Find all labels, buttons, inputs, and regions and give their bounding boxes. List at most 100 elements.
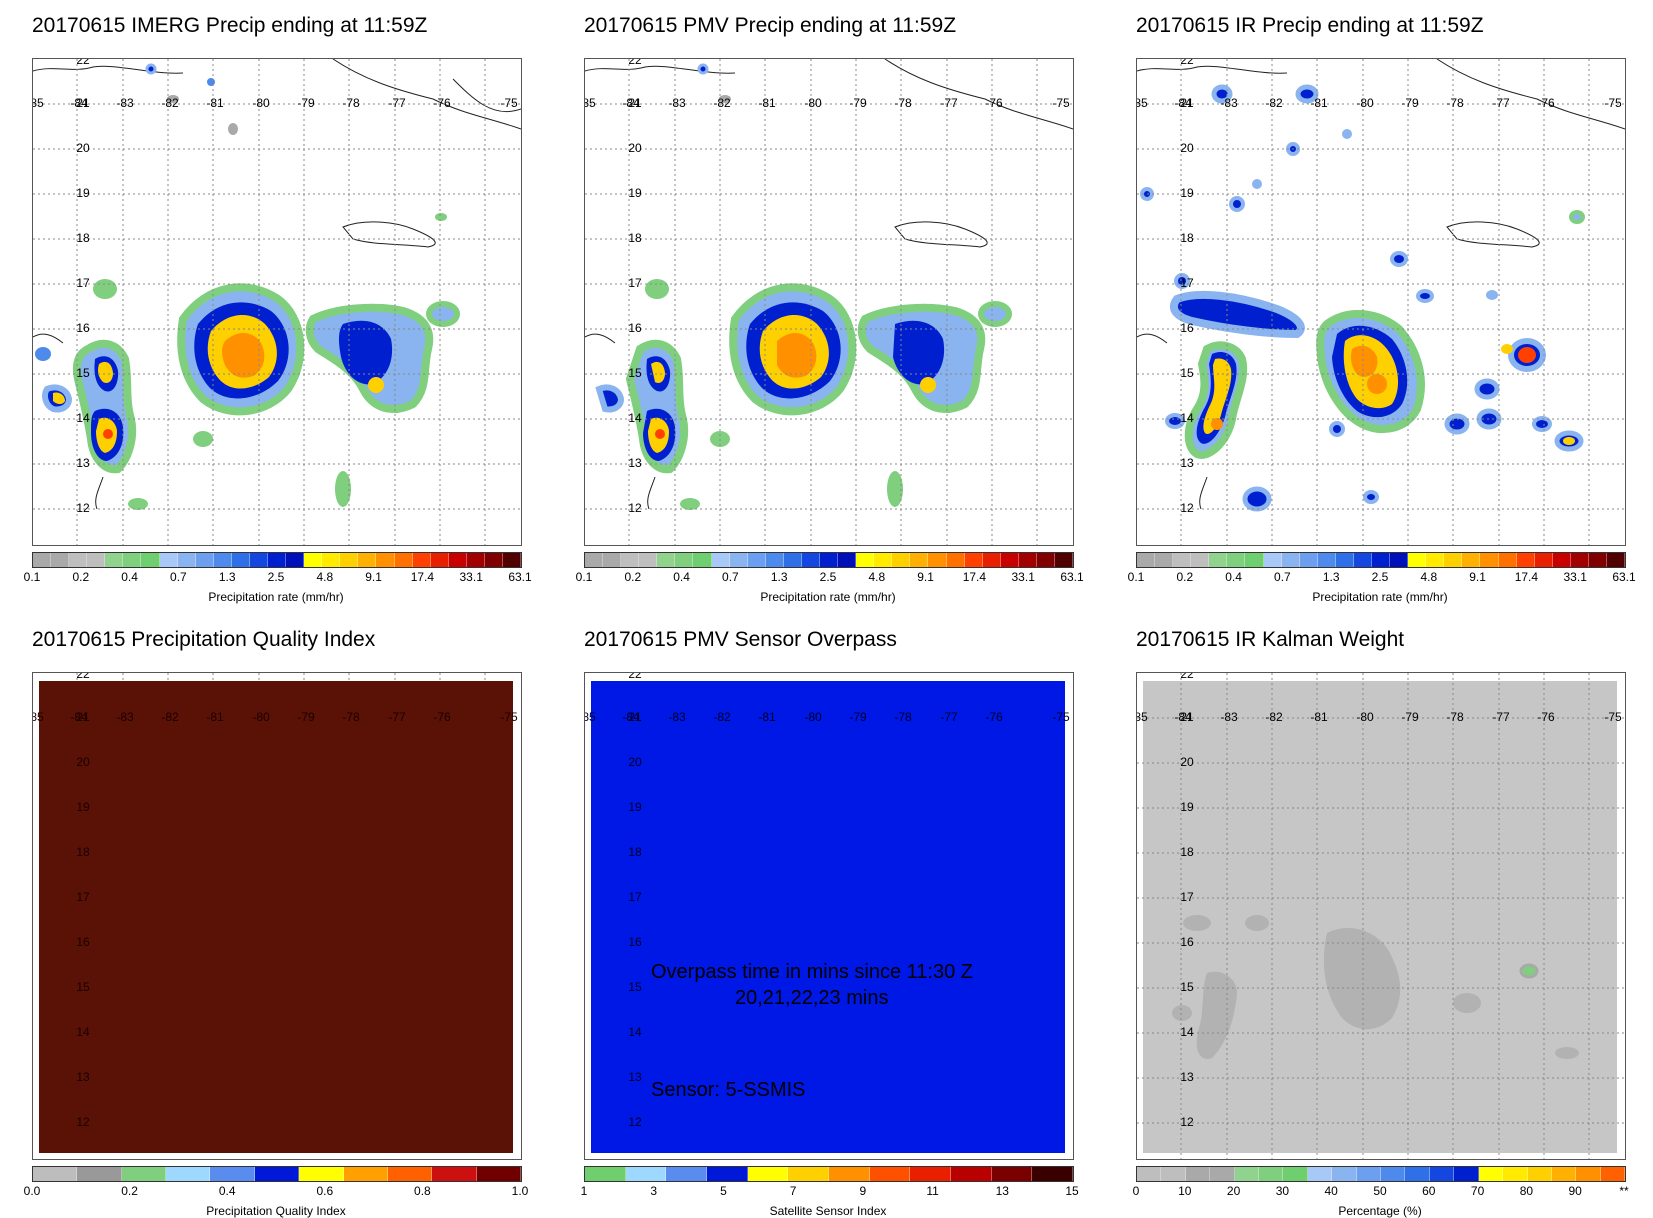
colorbar-tick-label: 90 [1568, 1184, 1582, 1198]
colorbar-swatch [503, 553, 522, 567]
colorbar-swatch [1332, 1167, 1357, 1181]
lat-label: 19 [628, 186, 642, 200]
lon-label: -78 [342, 96, 360, 110]
kalman-fill [1143, 681, 1617, 1153]
colorbar-tick-label: 1 [580, 1184, 588, 1198]
lon-label: -79 [849, 96, 867, 110]
colorbar-swatch [1480, 553, 1499, 567]
lat-label: 13 [628, 1070, 642, 1084]
lon-label: -80 [804, 96, 822, 110]
colorbar-swatch [51, 553, 70, 567]
lat-label: 12 [76, 1115, 90, 1129]
colorbar-swatch [254, 1167, 300, 1181]
colorbar-tick-label: 0.8 [414, 1184, 431, 1198]
lon-label: -84 [1174, 96, 1192, 110]
colorbar-swatch [213, 553, 232, 567]
lat-label: 12 [628, 1115, 642, 1129]
colorbar-swatch [747, 1167, 789, 1181]
colorbar-swatch [1299, 553, 1318, 567]
lat-label: 22 [76, 673, 90, 681]
lon-label: -84 [1174, 710, 1192, 724]
quality-map: -85 -84 -83 -82 -81 -80 -79 -78 -77 -76 … [32, 672, 522, 1160]
colorbar-tick-label: 0.4 [673, 570, 690, 584]
colorbar-swatch [829, 1167, 870, 1181]
colorbar-ticks: 0 10 20 30 40 50 60 70 80 90 ** [1133, 1184, 1629, 1200]
lon-label: -81 [1310, 710, 1328, 724]
colorbar-swatch [1454, 1167, 1479, 1181]
panel-quality-index: 20170615 Precipitation Quality Index -85… [24, 614, 570, 1218]
map-canvas: -85 -84 -83 -82 -81 -80 -79 -78 -77 -76 … [33, 673, 518, 1153]
colorbar-tick-label: 70 [1470, 1184, 1485, 1198]
colorbar-swatch [1161, 1167, 1186, 1181]
colorbar-swatch [603, 553, 622, 567]
colorbar-swatch [625, 1167, 667, 1181]
map-canvas: -85 -84 -83 -82 -81 -80 -79 -78 -77 -76 … [1137, 59, 1625, 545]
colorbar-tick-label: 0.0 [23, 1184, 41, 1198]
colorbar-swatch [412, 553, 431, 567]
lon-label: -77 [940, 96, 958, 110]
lat-label: 15 [1180, 366, 1194, 380]
colorbar-swatch [1372, 553, 1391, 567]
lon-label: -79 [1401, 710, 1419, 724]
colorbar-swatch [1552, 553, 1571, 567]
colorbar-tick-label: 63.1 [1612, 570, 1636, 584]
panel-title: 20170615 PMV Sensor Overpass [584, 628, 897, 651]
colorbar-tick-label: 0.7 [722, 570, 739, 584]
colorbar-swatch [484, 553, 504, 567]
colorbar-tick-label: 3 [650, 1184, 658, 1198]
colorbar-ticks: 1 3 5 7 9 11 13 15 [580, 1184, 1079, 1200]
colorbar-tick-label: 10 [1178, 1184, 1192, 1198]
colorbar-swatch [322, 553, 341, 567]
lon-label: -77 [1492, 96, 1510, 110]
lat-label: 17 [76, 276, 90, 290]
lon-label: -75 [1604, 96, 1622, 110]
colorbar-tick-label: 30 [1275, 1184, 1290, 1198]
colorbar-swatch [286, 553, 305, 567]
colorbar-tick-label: 1.3 [770, 570, 788, 584]
colorbar-swatch [394, 553, 413, 567]
lon-label: -83 [116, 96, 134, 110]
lon-label: -76 [433, 710, 451, 724]
colorbar-swatch [358, 553, 377, 567]
colorbar-swatch [991, 1167, 1033, 1181]
lon-label: -76 [1537, 96, 1555, 110]
lon-label: -78 [894, 96, 912, 110]
colorbar-swatch [1534, 553, 1553, 567]
colorbar-tick-label: 40 [1324, 1184, 1338, 1198]
lon-label: -75 [1052, 96, 1070, 110]
lat-label: 14 [628, 411, 642, 425]
colorbar-tick-label: 80 [1519, 1184, 1534, 1198]
colorbar-tick-label: 0.7 [1274, 570, 1291, 584]
overpass-minutes: 20,21,22,23 mins [735, 987, 889, 1009]
colorbar-tick-label: 0.4 [1225, 570, 1242, 584]
lat-label: 15 [76, 980, 90, 994]
colorbar-ticks: 0.1 0.2 0.4 0.7 1.3 2.5 4.8 9.1 17.4 33.1 63.1 [24, 570, 532, 586]
lon-label: -78 [894, 710, 912, 724]
colorbar-swatch [33, 1167, 78, 1181]
kalman-map: -85 -84 -83 -82 -81 -80 -79 -78 -77 -76 … [1136, 672, 1626, 1160]
colorbar-tick-label: 9.1 [917, 570, 934, 584]
precip-map: -85 -84 -83 -82 -81 -80 -79 -78 -77 -76 … [584, 58, 1074, 546]
lat-label: 13 [76, 456, 90, 470]
lon-label: -81 [206, 96, 224, 110]
panel-imerg: 20170615 IMERG Precip ending at 11:59Z [24, 0, 570, 604]
colorbar-swatch [946, 553, 965, 567]
colorbar-ticks: 0.1 0.2 0.4 0.7 1.3 2.5 4.8 9.1 17.4 33.1 63.1 [1128, 570, 1636, 586]
colorbar-swatch [964, 553, 983, 567]
lat-label: 17 [1180, 276, 1194, 290]
colorbar-label: Precipitation rate (mm/hr) [760, 590, 896, 604]
lon-label: -80 [804, 710, 822, 724]
colorbar-swatch [1055, 553, 1074, 567]
lat-label: 20 [628, 755, 642, 769]
colorbar-swatch [387, 1167, 433, 1181]
colorbar-swatch [1032, 1167, 1074, 1181]
lat-label: 22 [1180, 673, 1194, 681]
lat-label: 17 [76, 890, 90, 904]
colorbar-tick-label: 1.3 [1322, 570, 1340, 584]
lon-label: -77 [388, 96, 406, 110]
lon-label: -78 [1446, 710, 1464, 724]
lat-label: 22 [628, 59, 642, 67]
colorbar-tick-label: 7 [789, 1184, 797, 1198]
colorbar-tick-label: 33.1 [1563, 570, 1587, 584]
colorbar-swatch [874, 553, 893, 567]
